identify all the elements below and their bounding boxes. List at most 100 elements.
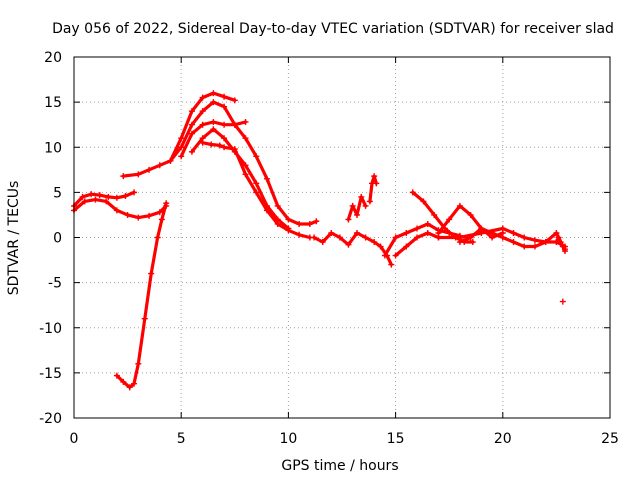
- y-tick-label: 20: [44, 50, 62, 66]
- data-point: [231, 121, 238, 128]
- data-point: [263, 207, 270, 214]
- data-point: [221, 93, 228, 100]
- data-point: [178, 144, 185, 151]
- data-point: [135, 360, 142, 367]
- data-point: [178, 135, 185, 142]
- data-point: [146, 166, 153, 173]
- data-point: [392, 252, 399, 259]
- data-point: [345, 216, 352, 223]
- chart-title: Day 056 of 2022, Sidereal Day-to-day VTE…: [52, 21, 614, 37]
- data-point: [188, 148, 195, 155]
- data-point: [231, 146, 238, 153]
- data-point: [285, 227, 292, 234]
- x-tick-label: 0: [70, 431, 79, 447]
- data-point: [366, 198, 373, 205]
- ticks: 0 5 10 15 20 25 20 15 10 5 0 -5 -10 -15 -20: [39, 50, 619, 447]
- data-point: [510, 239, 517, 246]
- data-point: [141, 315, 148, 322]
- data-point: [381, 252, 388, 259]
- data-point: [467, 211, 474, 218]
- data-point: [113, 372, 120, 379]
- data-point: [354, 229, 361, 236]
- data-point: [424, 229, 431, 236]
- data-point: [92, 196, 99, 203]
- data-point: [559, 298, 566, 305]
- x-tick-label: 20: [494, 431, 512, 447]
- data-point: [113, 194, 120, 201]
- data-point: [221, 144, 228, 151]
- data-point: [188, 121, 195, 128]
- data-point: [81, 198, 88, 205]
- data-point: [242, 118, 249, 125]
- data-point: [469, 239, 476, 246]
- data-point: [371, 173, 378, 180]
- data-point: [319, 239, 326, 246]
- data-point: [328, 229, 335, 236]
- series-arc-b: [71, 196, 170, 221]
- y-tick-label: 10: [44, 140, 62, 156]
- data-point: [521, 243, 528, 250]
- y-tick-label: -20: [39, 411, 62, 427]
- data-point: [231, 97, 238, 104]
- data-point: [388, 261, 395, 268]
- y-tick-label: -15: [39, 366, 62, 382]
- data-point: [210, 126, 217, 133]
- data-point: [126, 384, 133, 391]
- data-point: [135, 171, 142, 178]
- data-point: [135, 214, 142, 221]
- data-point: [253, 180, 260, 187]
- data-point: [120, 173, 127, 180]
- series-arc-f: [178, 118, 249, 160]
- data-point: [531, 243, 538, 250]
- series-arc-q: [456, 225, 568, 255]
- y-axis-label: SDTVAR / TECUs: [6, 181, 22, 296]
- series-trace: [368, 174, 378, 203]
- data-point: [199, 108, 206, 115]
- data-point: [561, 246, 568, 253]
- data-point: [358, 193, 365, 200]
- data-point: [478, 225, 485, 232]
- data-point: [163, 200, 170, 207]
- data-point: [221, 121, 228, 128]
- data-point: [446, 216, 453, 223]
- series-arc-c: [113, 200, 170, 391]
- data-point: [167, 157, 174, 164]
- data-point: [555, 234, 562, 241]
- data-point: [188, 108, 195, 115]
- data-point: [122, 192, 129, 199]
- series-arc-a: [71, 189, 138, 209]
- data-point: [553, 229, 560, 236]
- data-point: [403, 243, 410, 250]
- data-point: [253, 189, 260, 196]
- y-tick-label: -5: [48, 276, 62, 292]
- data-point: [221, 135, 228, 142]
- data-point: [105, 193, 112, 200]
- y-tick-label: 0: [53, 231, 62, 247]
- x-axis-label: GPS time / hours: [281, 458, 398, 474]
- data-point: [377, 243, 384, 250]
- data-point: [274, 202, 281, 209]
- data-layer: [71, 90, 568, 391]
- data-point: [403, 229, 410, 236]
- data-point: [414, 225, 421, 232]
- data-point: [156, 162, 163, 169]
- data-point: [131, 380, 138, 387]
- data-point: [431, 211, 438, 218]
- y-tick-label: 15: [44, 95, 62, 111]
- series-trace: [312, 231, 393, 267]
- data-point: [199, 121, 206, 128]
- data-point: [420, 198, 427, 205]
- data-point: [113, 207, 120, 214]
- data-point: [499, 234, 506, 241]
- data-point: [557, 239, 564, 246]
- data-point: [489, 229, 496, 236]
- data-point: [208, 141, 215, 148]
- y-tick-label: 5: [53, 185, 62, 201]
- data-point: [242, 162, 249, 169]
- data-point: [210, 99, 217, 106]
- data-point: [456, 202, 463, 209]
- data-point: [296, 220, 303, 227]
- data-point: [371, 239, 378, 246]
- data-point: [199, 94, 206, 101]
